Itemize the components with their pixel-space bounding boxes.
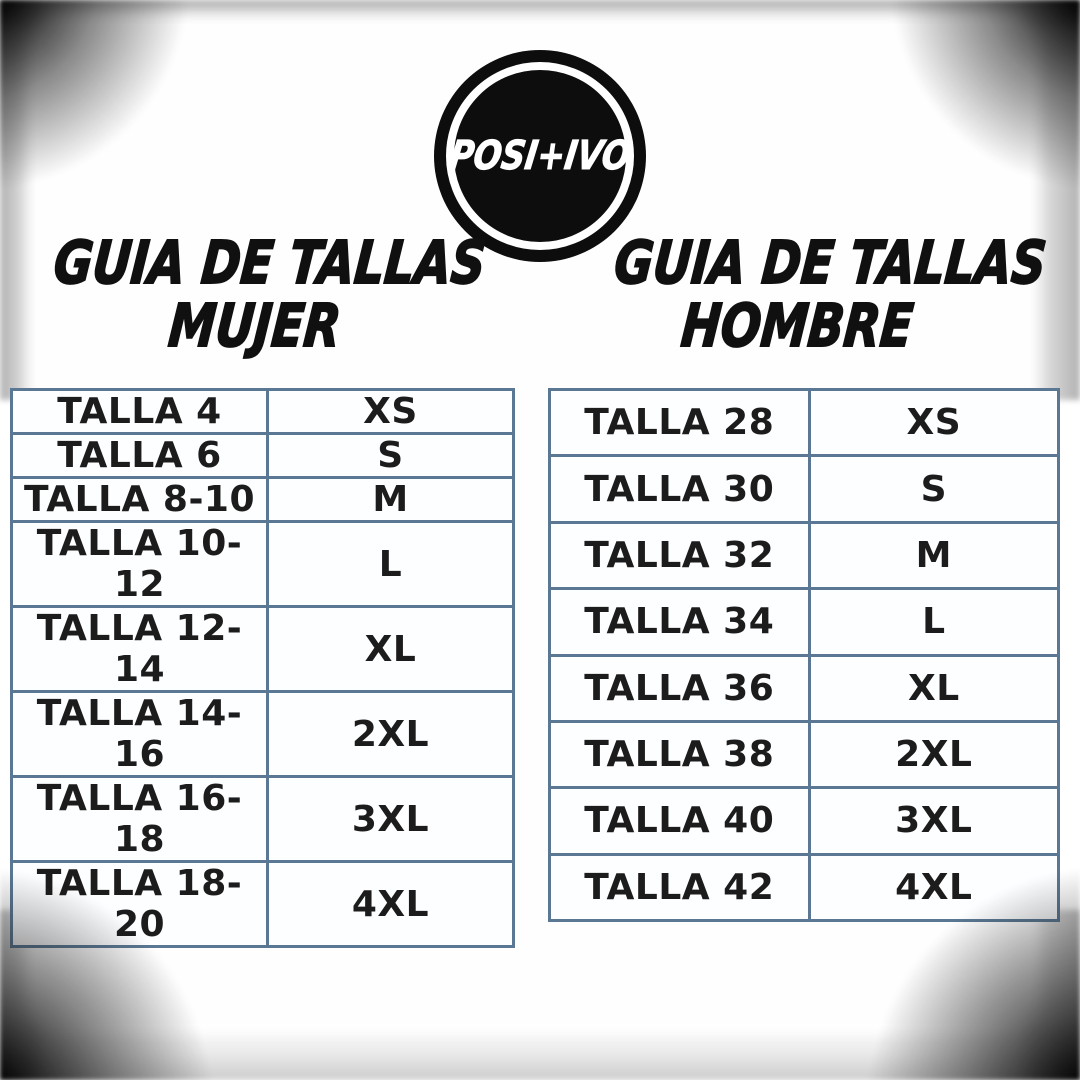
talla-cell: TALLA 8-10 <box>9 476 270 523</box>
table-row: TALLA 8-10 M <box>9 476 515 523</box>
size-cell: S <box>807 454 1061 524</box>
women-title-line-1: GUIA DE TALLAS <box>50 227 489 298</box>
table-row: TALLA 38 2XL <box>548 719 1061 790</box>
table-row: TALLA 40 3XL <box>548 786 1061 856</box>
size-cell: L <box>807 587 1061 657</box>
table-row: TALLA 6 S <box>9 432 515 479</box>
size-cell: 4XL <box>807 852 1061 923</box>
brand-name: POSI+IVO <box>446 133 634 180</box>
size-cell: XL <box>266 605 515 693</box>
talla-cell: TALLA 28 <box>548 387 811 458</box>
table-row: TALLA 32 M <box>548 520 1061 591</box>
talla-cell: TALLA 32 <box>548 520 811 591</box>
men-size-guide-title: GUIA DE TALLAS HOMBRE <box>606 227 1050 361</box>
table-row: TALLA 42 4XL <box>548 852 1061 923</box>
size-cell: XS <box>266 388 515 435</box>
table-row: TALLA 10-12 L <box>9 520 515 608</box>
talla-cell: TALLA 14-16 <box>9 690 270 778</box>
table-row: TALLA 34 L <box>548 587 1061 657</box>
men-title-line-1: GUIA DE TALLAS <box>611 227 1050 298</box>
talla-cell: TALLA 34 <box>548 587 811 657</box>
size-cell: 2XL <box>266 690 515 778</box>
table-row: TALLA 36 XL <box>548 653 1061 723</box>
talla-cell: TALLA 10-12 <box>9 520 270 608</box>
talla-cell: TALLA 16-18 <box>9 775 270 863</box>
talla-cell: TALLA 40 <box>548 786 811 856</box>
women-title-line-2: MUJER <box>165 290 344 361</box>
talla-cell: TALLA 12-14 <box>9 605 270 693</box>
table-row: TALLA 14-16 2XL <box>9 690 515 778</box>
men-title-line-2: HOMBRE <box>678 290 917 361</box>
men-size-table: TALLA 28 XS TALLA 30 S TALLA 32 M TALLA … <box>548 387 1061 923</box>
size-cell: 3XL <box>807 786 1061 856</box>
talla-cell: TALLA 30 <box>548 454 811 524</box>
size-cell: 2XL <box>807 719 1061 790</box>
size-cell: M <box>807 520 1061 591</box>
table-row: TALLA 18-20 4XL <box>9 860 515 948</box>
women-size-table: TALLA 4 XS TALLA 6 S TALLA 8-10 M TALLA … <box>9 388 515 948</box>
talla-cell: TALLA 38 <box>548 719 811 790</box>
size-cell: XL <box>807 653 1061 723</box>
size-cell: L <box>266 520 515 608</box>
talla-cell: TALLA 42 <box>548 852 811 923</box>
talla-cell: TALLA 4 <box>9 388 270 435</box>
size-cell: XS <box>807 387 1061 458</box>
table-row: TALLA 28 XS <box>548 387 1061 458</box>
talla-cell: TALLA 18-20 <box>9 860 270 948</box>
size-cell: S <box>266 432 515 479</box>
talla-cell: TALLA 6 <box>9 432 270 479</box>
talla-cell: TALLA 36 <box>548 653 811 723</box>
table-row: TALLA 12-14 XL <box>9 605 515 693</box>
table-row: TALLA 4 XS <box>9 388 515 435</box>
women-size-guide-title: GUIA DE TALLAS MUJER <box>46 227 489 361</box>
size-cell: M <box>266 476 515 523</box>
size-cell: 4XL <box>266 860 515 948</box>
table-row: TALLA 30 S <box>548 454 1061 524</box>
size-cell: 3XL <box>266 775 515 863</box>
table-row: TALLA 16-18 3XL <box>9 775 515 863</box>
